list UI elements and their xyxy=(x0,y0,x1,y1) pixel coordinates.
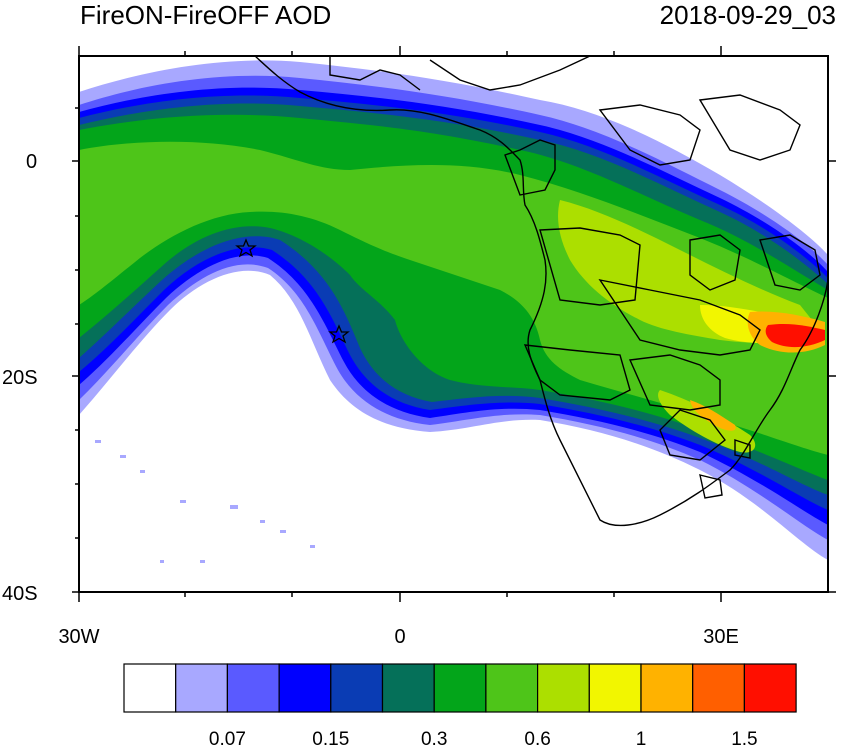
colorbar-label: 0.07 xyxy=(209,729,246,747)
map-title: FireON-FireOFF AOD xyxy=(80,0,332,30)
aod-layer-lime xyxy=(558,200,820,343)
aod-speckles xyxy=(95,440,315,563)
star-marker xyxy=(328,324,350,344)
star-marker xyxy=(235,238,257,258)
colorbar-swatch xyxy=(175,663,228,713)
colorbar-label: 0.15 xyxy=(312,729,349,747)
colorbar-swatch xyxy=(123,663,177,713)
colorbar-swatch xyxy=(330,663,384,713)
colorbar-swatch xyxy=(433,663,487,713)
coastline xyxy=(254,56,828,527)
tick-marks xyxy=(72,46,836,602)
y-tick-label: 0 xyxy=(26,151,37,173)
y-tick-label: 20S xyxy=(2,367,38,389)
colorbar-swatch xyxy=(226,663,280,713)
colorbar-swatch xyxy=(278,663,332,713)
colorbar-swatch xyxy=(485,663,539,713)
aod-layer-lightgreen xyxy=(79,141,828,455)
colorbar-label: 1 xyxy=(636,729,647,747)
colorbar-swatch xyxy=(640,663,694,713)
aod-field xyxy=(79,60,828,563)
colorbar-swatch xyxy=(743,663,797,713)
colorbar: 0.07 0.15 0.3 0.6 1 1.5 xyxy=(123,663,797,747)
x-tick-label: 0 xyxy=(394,626,405,648)
site-markers xyxy=(235,238,350,344)
colorbar-swatch xyxy=(536,663,590,713)
aod-layer-lime-2 xyxy=(658,390,756,453)
colorbar-label: 1.5 xyxy=(731,729,757,747)
x-tick-label: 30W xyxy=(58,626,99,648)
colorbar-label: 0.3 xyxy=(421,729,447,747)
aod-layer-red xyxy=(765,323,825,348)
map-timestamp: 2018-09-29_03 xyxy=(659,0,836,30)
colorbar-swatch xyxy=(381,663,435,713)
colorbar-swatch xyxy=(588,663,642,713)
colorbar-label: 0.6 xyxy=(524,729,550,747)
x-tick-label: 30E xyxy=(703,626,739,648)
y-tick-label: 40S xyxy=(2,583,38,605)
colorbar-swatch xyxy=(692,663,746,713)
